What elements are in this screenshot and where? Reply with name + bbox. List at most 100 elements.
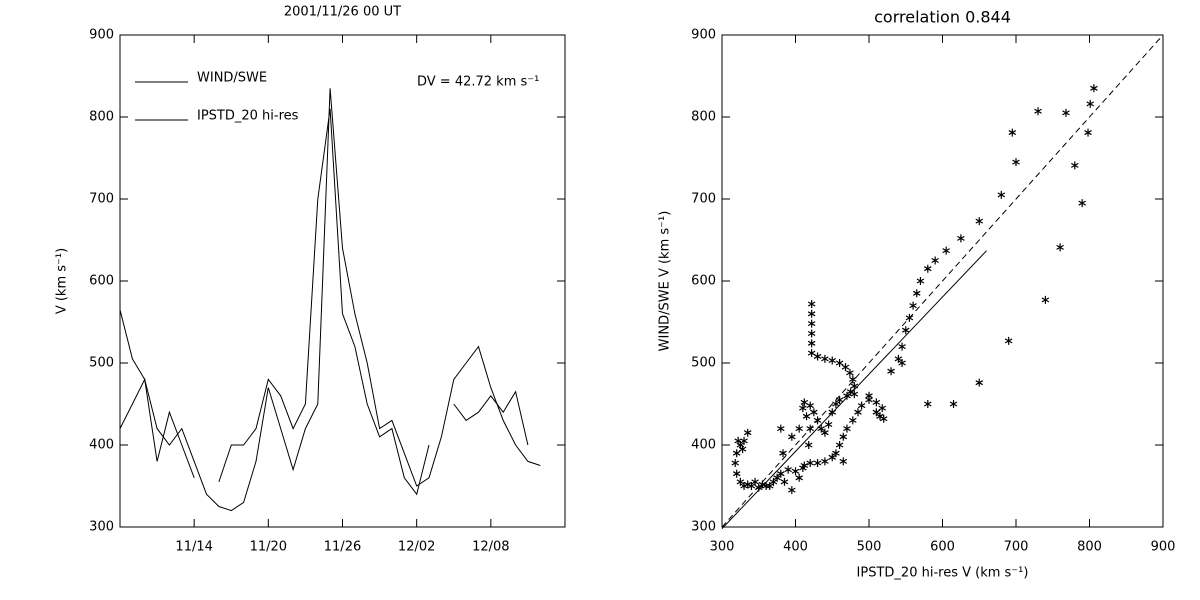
- x-tick-label: 12/02: [398, 540, 435, 555]
- scatter-point: [754, 483, 763, 492]
- scatter-point: [799, 404, 807, 413]
- scatter-point: [821, 428, 829, 437]
- scatter-point: [813, 416, 822, 425]
- x-tick-label: 11/14: [175, 540, 212, 555]
- scatter-point: [841, 363, 850, 372]
- scatter-point: [807, 299, 816, 308]
- scatter-point: [912, 289, 921, 298]
- y-tick-label: 500: [89, 356, 114, 371]
- scatter-point: [1008, 128, 1017, 137]
- scatter-point: [773, 473, 781, 482]
- scatter-point: [806, 459, 814, 468]
- scatter-point: [898, 359, 906, 367]
- y-tick-label: 800: [89, 110, 114, 125]
- scatter-point: [1041, 295, 1050, 304]
- y-tick-label: 900: [691, 28, 716, 43]
- scatter-point: [857, 401, 866, 410]
- scatter-point: [850, 390, 859, 399]
- scatter-point: [931, 256, 939, 265]
- x-tick-label: 600: [930, 540, 955, 555]
- x-tick-label: 700: [1004, 540, 1029, 555]
- scatter-point: [872, 398, 881, 407]
- scatter-point: [1056, 243, 1064, 252]
- scatter-point: [732, 449, 741, 458]
- scatter-point: [878, 404, 887, 413]
- scatter-point: [909, 301, 917, 310]
- y-tick-label: 300: [89, 520, 114, 535]
- y-tick-label: 800: [691, 110, 716, 125]
- scatter-point: [800, 398, 809, 407]
- chart-title: correlation 0.844: [874, 8, 1011, 27]
- scatter-point: [997, 190, 1006, 199]
- scatter-point: [813, 459, 822, 468]
- y-tick-label: 700: [691, 192, 716, 207]
- scatter-point: [839, 432, 848, 441]
- reference-line: [721, 34, 1164, 528]
- scatter-point: [780, 477, 789, 486]
- scatter-point: [1071, 161, 1079, 170]
- x-tick-label: 300: [710, 540, 735, 555]
- scatter-point: [806, 401, 814, 410]
- scatter-point: [835, 441, 844, 449]
- scatter-point: [788, 432, 796, 441]
- annotation: DV = 42.72 km s⁻¹: [417, 75, 539, 90]
- scatter-point: [807, 349, 816, 358]
- legend-label: IPSTD_20 hi-res: [197, 109, 299, 124]
- y-tick-label: 600: [691, 274, 716, 289]
- legend-label: WIND/SWE: [197, 71, 267, 86]
- scatter-point: [795, 473, 803, 482]
- scatter-point: [1086, 99, 1095, 108]
- x-axis-label: IPSTD_20 hi-res V (km s⁻¹): [857, 566, 1029, 581]
- scatter-point: [779, 449, 787, 458]
- y-tick-label: 300: [691, 520, 716, 535]
- scatter-point: [828, 408, 837, 417]
- y-axis-label: WIND/SWE V (km s⁻¹): [658, 211, 673, 352]
- scatter-point: [1004, 336, 1013, 345]
- scatter-point: [777, 424, 785, 433]
- y-tick-label: 400: [89, 438, 114, 453]
- scatter-point: [758, 480, 767, 489]
- scatter-point: [924, 264, 932, 273]
- scatter-point: [942, 246, 950, 255]
- scatter-point: [821, 354, 829, 363]
- scatter-point: [835, 395, 844, 404]
- y-tick-label: 500: [691, 356, 716, 371]
- scatter-point: [1062, 108, 1070, 117]
- scatter-point: [1090, 84, 1098, 93]
- scatter-point: [854, 408, 862, 417]
- scatter-point: [738, 445, 747, 454]
- chart-title: 2001/11/26 00 UT: [284, 5, 401, 20]
- scatter-point: [731, 459, 740, 468]
- scatter-point: [901, 326, 910, 335]
- y-tick-label: 700: [89, 192, 114, 207]
- scatter-point: [810, 408, 818, 417]
- scatter-point: [806, 424, 814, 433]
- scatter-point: [807, 329, 816, 338]
- x-tick-label: 900: [1151, 540, 1176, 555]
- scatter-point: [850, 381, 859, 390]
- scatter-point: [743, 428, 752, 437]
- series-line: [119, 108, 529, 496]
- scatter-point: [795, 424, 803, 433]
- scatter-point: [849, 375, 857, 384]
- scatter-point: [1034, 107, 1042, 116]
- scatter-point: [843, 424, 851, 433]
- scatter-point: [835, 359, 844, 367]
- scatter-point: [1078, 199, 1086, 208]
- scatter-point: [957, 234, 965, 243]
- scatter-point: [765, 482, 774, 490]
- scatter-point: [791, 467, 800, 476]
- scatter-point: [949, 400, 958, 408]
- scatter-point: [784, 465, 792, 474]
- scatter-point: [846, 368, 854, 377]
- plot-frame: [119, 34, 566, 528]
- scatter-point: [807, 339, 816, 348]
- scatter-point: [740, 482, 748, 490]
- scatter-point: [800, 461, 809, 470]
- x-tick-label: 800: [1077, 540, 1102, 555]
- scatter-point: [975, 217, 984, 226]
- scatter-point: [824, 420, 833, 429]
- scatter-point: [828, 356, 837, 365]
- scatter-point: [849, 416, 857, 425]
